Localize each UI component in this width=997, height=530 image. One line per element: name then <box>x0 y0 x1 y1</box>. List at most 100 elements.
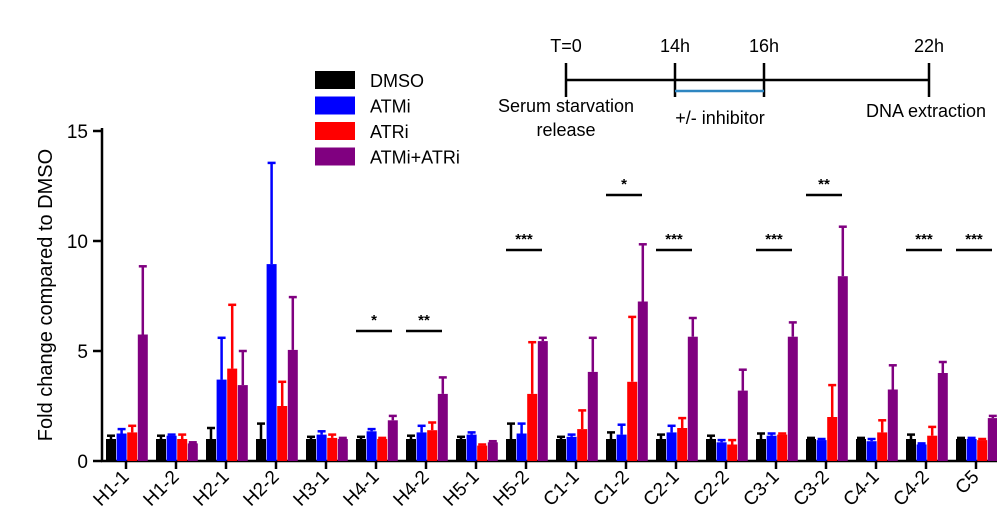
bar-dmso-c1-1 <box>556 439 566 461</box>
bar-atri-c2-1 <box>677 428 688 461</box>
bar-dmso-h2-2 <box>256 439 266 461</box>
bar-atmi-c1-1 <box>566 436 577 461</box>
bar-atmi-atri-h5-1 <box>487 442 498 461</box>
bar-dmso-h5-2 <box>506 439 516 461</box>
bar-dmso-h1-2 <box>156 439 166 461</box>
bar-atri-h3-1 <box>327 437 338 461</box>
bar-atri-h5-1 <box>477 445 488 461</box>
y-tick-label: 15 <box>67 122 88 143</box>
legend-swatch-dmso <box>315 71 355 89</box>
bar-atmi-atri-c4-1 <box>887 389 898 461</box>
bar-dmso-h2-1 <box>206 439 216 461</box>
category-label: C3-2 <box>790 467 834 511</box>
bar-dmso-h4-2 <box>406 439 416 461</box>
legend: DMSO ATMi ATRi ATMi+ATRi <box>315 71 460 168</box>
bar-dmso-c3-1 <box>756 439 766 461</box>
bar-dmso-c2-1 <box>656 439 666 461</box>
bar-atri-c3-1 <box>777 434 788 461</box>
bar-atmi-atri-c2-2 <box>737 390 748 461</box>
bars <box>106 161 997 469</box>
bar-dmso-h3-1 <box>306 439 316 461</box>
bar-atmi-atri-c5 <box>987 418 997 461</box>
significance-label: *** <box>965 231 983 248</box>
bar-dmso-h5-1 <box>456 439 466 461</box>
significance-label: *** <box>665 231 683 248</box>
category-label: H5-2 <box>490 467 534 511</box>
bar-atmi-atri-h4-2 <box>437 393 448 461</box>
significance-label: * <box>371 312 377 329</box>
bar-atmi-c1-2 <box>616 434 627 461</box>
bar-dmso-c4-2 <box>906 439 916 461</box>
category-label: C5 <box>952 467 984 499</box>
timeline-time-label: 22h <box>914 36 944 56</box>
category-labels: H1-1 H1-2 H2-1 H2-2 H3-1 H4-1 H4-2 H5-1 H5-2 C1-1… <box>90 467 984 511</box>
y-tick-label: 0 <box>77 452 88 473</box>
bar-atri-h1-2 <box>177 439 188 461</box>
bar-atmi-atri-h1-2 <box>187 443 198 461</box>
bar-atri-c1-2 <box>627 381 638 461</box>
bar-atmi-c3-1 <box>766 435 777 461</box>
timeline-time-label: 16h <box>749 36 779 56</box>
bar-atmi-atri-h1-1 <box>137 334 148 461</box>
category-label: H1-1 <box>90 467 134 511</box>
bar-atri-h5-2 <box>527 393 538 461</box>
bar-atri-c4-2 <box>927 435 938 461</box>
bar-atmi-c4-2 <box>916 444 927 461</box>
bar-atmi-atri-h5-2 <box>537 341 548 461</box>
category-label: H3-1 <box>290 467 334 511</box>
axes: Fold change compared to DMSO 0 5 10 15 <box>35 122 997 473</box>
bar-atmi-atri-h2-1 <box>237 385 248 461</box>
y-ticks: 0 5 10 15 <box>67 122 102 473</box>
bar-atmi-h1-1 <box>116 433 127 461</box>
y-tick-label: 10 <box>67 232 88 253</box>
bar-atmi-atri-c3-2 <box>837 276 848 461</box>
bar-atmi-h5-1 <box>466 434 477 461</box>
bar-atmi-c2-2 <box>716 442 727 461</box>
bar-dmso-c5 <box>956 439 966 461</box>
timeline: T=0 14h 16h 22h +/- inhibitor Serum starvatio… <box>498 36 986 140</box>
significance-label: ** <box>818 176 830 193</box>
timeline-caption: Serum starvation <box>498 96 634 116</box>
category-label: C1-2 <box>590 467 634 511</box>
category-label: C4-1 <box>840 467 884 511</box>
bar-atri-c1-1 <box>577 429 588 461</box>
bar-atmi-c3-2 <box>816 440 827 461</box>
legend-swatch-atmi <box>315 96 355 115</box>
bar-atmi-c2-1 <box>666 432 677 461</box>
timeline-time-label: 14h <box>660 36 690 56</box>
bar-atmi-atri-h2-2 <box>287 349 298 461</box>
significance-label: ** <box>418 312 430 329</box>
bar-atmi-h2-1 <box>216 379 227 461</box>
bar-atmi-h1-2 <box>166 435 177 461</box>
category-label: C4-2 <box>890 467 934 511</box>
bar-atmi-h5-2 <box>516 433 527 461</box>
bar-atmi-h3-1 <box>316 434 327 461</box>
legend-label: ATMi+ATRi <box>370 148 460 168</box>
category-label: C2-2 <box>690 467 734 511</box>
category-label: H4-2 <box>390 467 434 511</box>
bar-atmi-atri-h3-1 <box>337 439 348 461</box>
bar-dmso-c4-1 <box>856 439 866 461</box>
y-tick-label: 5 <box>77 342 88 363</box>
bar-atri-h4-2 <box>427 430 438 461</box>
bar-dmso-h1-1 <box>106 439 116 461</box>
bar-atmi-atri-h4-1 <box>387 420 398 461</box>
bar-atmi-atri-c1-1 <box>587 371 598 461</box>
legend-swatch-atmi-atri <box>315 147 355 166</box>
category-label: H2-2 <box>240 467 284 511</box>
legend-label: ATRi <box>370 122 409 142</box>
bar-atri-h4-1 <box>377 439 388 461</box>
bar-atmi-atri-c1-2 <box>637 301 648 461</box>
bar-dmso-c2-2 <box>706 439 716 461</box>
category-label: H5-1 <box>440 467 484 511</box>
bar-atri-c2-2 <box>727 444 738 461</box>
timeline-caption: release <box>536 120 595 140</box>
bar-atri-h1-1 <box>127 432 138 461</box>
bar-atri-h2-1 <box>227 368 238 461</box>
bar-dmso-c3-2 <box>806 439 816 461</box>
bar-dmso-c1-2 <box>606 439 616 461</box>
legend-label: DMSO <box>370 71 424 91</box>
bar-atmi-h2-2 <box>266 264 277 461</box>
category-label: C1-1 <box>540 467 584 511</box>
